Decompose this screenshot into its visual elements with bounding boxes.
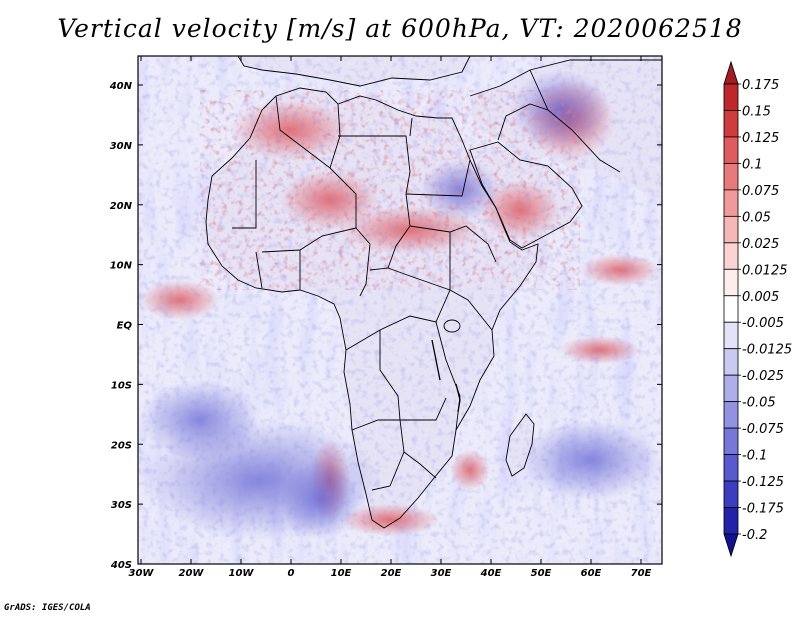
colorbar-swatch	[723, 295, 739, 323]
lon-tick-label: 20E	[381, 568, 402, 579]
colorbar-swatch	[723, 215, 739, 244]
lat-tick-label: 20S	[111, 440, 132, 451]
colorbar-swatch	[723, 480, 739, 508]
lon-tick-label: 30W	[129, 568, 155, 579]
colorbar-swatch	[723, 374, 739, 403]
map-title: Vertical velocity [m/s] at 600hPa, VT: 2…	[57, 14, 743, 43]
colorbar-label: 0.175	[742, 78, 779, 93]
colorbar-swatch	[723, 401, 739, 429]
colorbar-label: -0.2	[742, 528, 767, 543]
colorbar-label: -0.125	[742, 475, 784, 490]
colorbar-label: -0.175	[742, 502, 784, 517]
lat-tick-label: 10N	[110, 261, 133, 272]
lake-victoria	[443, 319, 461, 333]
colorbar-label: 0.05	[742, 210, 771, 225]
colorbar-label: 0.0125	[742, 263, 788, 278]
colorbar-label: 0.15	[742, 104, 771, 119]
lat-tick-label: EQ	[117, 321, 133, 332]
colorbar-swatch	[723, 242, 739, 270]
plot-frame	[137, 55, 663, 565]
lon-tick-label: 10E	[331, 568, 352, 579]
colorbar-label: -0.075	[742, 422, 784, 437]
colorbar: 0.175 0.15 0.125 0.1 0.075 0.05 0.025 0.0125 0.0…	[723, 60, 792, 558]
lon-tick-label: 60E	[581, 568, 602, 579]
colorbar-label: -0.1	[742, 449, 767, 464]
lon-tick-label: 20W	[179, 568, 205, 579]
axis-ticks: 30W 20W 10W 0 10E 20E 30E 40E 50E 60E 70E 40N 30N 20N…	[109, 56, 662, 579]
lake-malawi	[455, 383, 461, 413]
colorbar-swatch	[723, 321, 739, 350]
colorbar-label: 0.125	[742, 131, 779, 146]
colorbar-top-arrow	[723, 60, 739, 85]
lat-tick-label: 40S	[110, 560, 132, 571]
lon-tick-label: 40E	[480, 568, 502, 579]
colorbar-label: -0.0125	[742, 343, 792, 358]
lat-tick-label: 20N	[110, 201, 133, 212]
lon-tick-label: 30E	[431, 568, 452, 579]
grads-credit: GrADS: IGES/COLA	[4, 603, 91, 613]
colorbar-swatch	[723, 110, 739, 138]
lat-tick-label: 10S	[111, 380, 132, 391]
lon-tick-label: 50E	[531, 568, 552, 579]
lat-tick-label: 30N	[110, 141, 133, 152]
colorbar-swatch	[723, 136, 739, 164]
lon-tick-label: 10W	[229, 568, 255, 579]
colorbar-swatch	[723, 268, 739, 297]
colorbar-swatch	[723, 189, 739, 217]
colorbar-label: 0.005	[742, 290, 779, 305]
colorbar-swatch	[723, 83, 739, 111]
colorbar-label: -0.005	[742, 316, 784, 331]
velocity-field	[138, 56, 662, 564]
colorbar-bottom-arrow	[723, 533, 739, 558]
colorbar-swatch	[723, 507, 739, 535]
lon-tick-label: 0	[288, 568, 295, 579]
lake-tanganyika	[431, 339, 441, 381]
blue-speckle-texture	[138, 56, 662, 564]
colorbar-label: 0.1	[742, 157, 763, 172]
lat-tick-label: 30S	[111, 500, 132, 511]
colorbar-label: 0.025	[742, 237, 779, 252]
colorbar-label: -0.025	[742, 369, 784, 384]
colorbar-swatch	[723, 454, 739, 482]
colorbar-swatch	[723, 348, 739, 376]
lat-tick-label: 40N	[109, 81, 133, 92]
colorbar-swatch	[723, 163, 739, 191]
colorbar-label: 0.075	[742, 184, 779, 199]
lon-tick-label: 70E	[631, 568, 652, 579]
colorbar-swatch	[723, 427, 739, 455]
country-borders	[205, 56, 662, 529]
colorbar-label: -0.05	[742, 396, 776, 411]
